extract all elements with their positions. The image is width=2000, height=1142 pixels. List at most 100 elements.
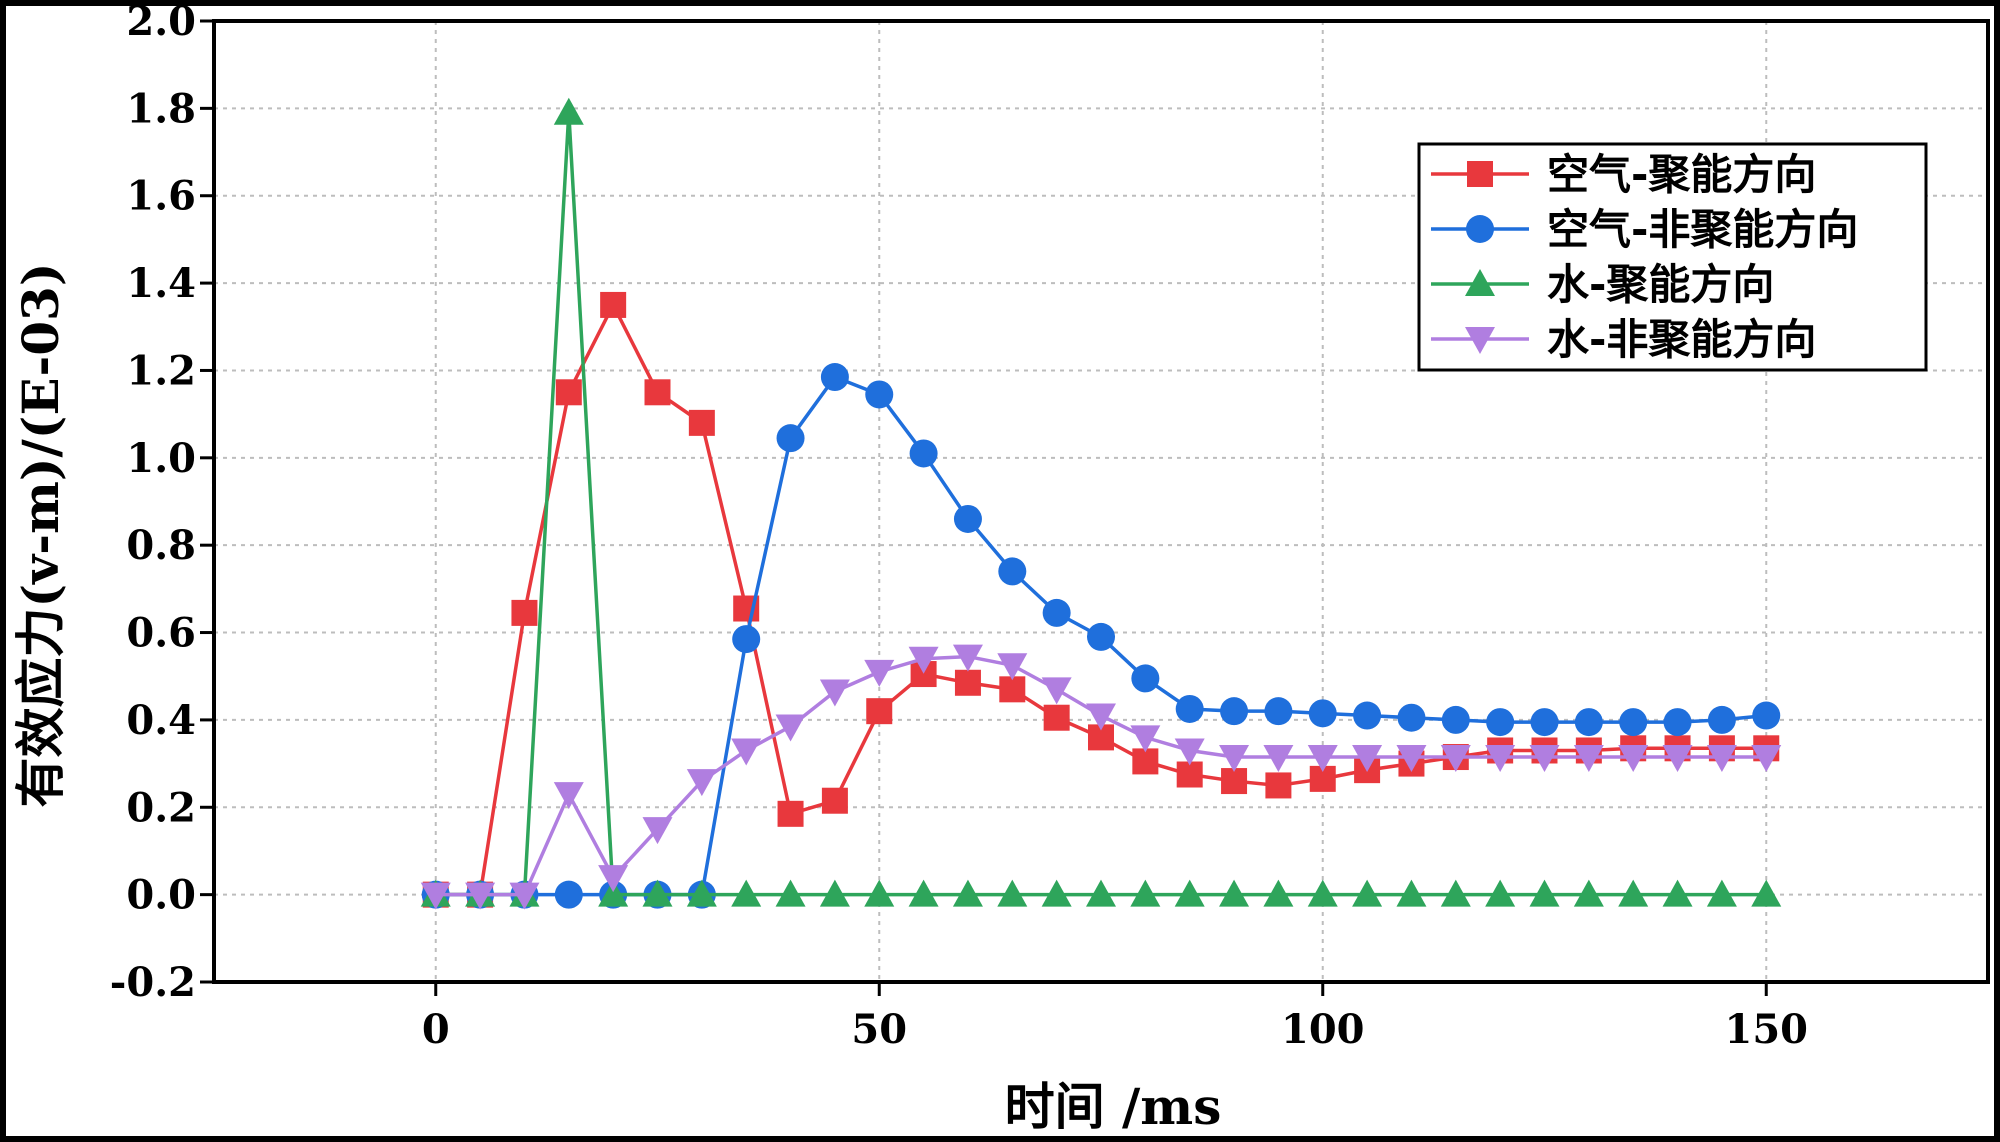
- data-point: [688, 409, 715, 436]
- y-axis-title: 有效应力(v-m)/(E-03): [11, 263, 70, 808]
- data-point: [1573, 745, 1604, 773]
- data-point: [731, 879, 762, 907]
- data-point: [1396, 879, 1427, 907]
- x-tick-label: 50: [851, 1006, 907, 1053]
- data-point: [1041, 879, 1072, 907]
- data-point: [1618, 745, 1649, 773]
- series-line: [435, 654, 1767, 897]
- legend-label: 空气-聚能方向: [1547, 150, 1816, 199]
- data-point: [1707, 705, 1736, 734]
- data-point: [954, 669, 981, 696]
- y-tick-label: 1.0: [126, 435, 196, 482]
- data-point: [420, 882, 451, 910]
- series-2: [421, 363, 1781, 909]
- y-tick-label: 1.6: [126, 173, 196, 220]
- legend-label: 水-聚能方向: [1547, 260, 1774, 309]
- data-point: [686, 879, 717, 907]
- data-point: [1440, 745, 1471, 773]
- data-point: [553, 782, 584, 810]
- data-point: [1396, 745, 1427, 773]
- data-point: [1663, 708, 1692, 737]
- data-point: [908, 879, 939, 907]
- data-point: [1263, 879, 1294, 907]
- y-tick-label: 0.8: [126, 522, 196, 569]
- data-point: [1130, 725, 1161, 753]
- data-point: [465, 882, 496, 910]
- series-1: [422, 291, 1780, 908]
- data-point: [819, 879, 850, 907]
- data-point: [554, 880, 583, 909]
- y-tick-label: 0.6: [126, 610, 196, 657]
- data-point: [1751, 745, 1782, 773]
- data-point: [777, 800, 804, 827]
- data-point: [1662, 879, 1693, 907]
- data-point: [1307, 745, 1338, 773]
- legend-marker: [1466, 215, 1494, 243]
- data-point: [1219, 745, 1250, 773]
- y-tick-label: 1.4: [126, 260, 196, 307]
- data-point: [1086, 703, 1116, 731]
- data-point: [1752, 701, 1781, 730]
- axes: 0 50 100 150 -0.2 0.0 0.2 0.4 0.6 0.8 1.0 1.2 1.4 1.6…: [110, 0, 1990, 1053]
- data-point: [1530, 708, 1559, 737]
- data-point: [731, 738, 762, 766]
- data-point: [644, 379, 671, 406]
- data-point: [1176, 761, 1203, 788]
- series-group: [420, 97, 1782, 910]
- data-point: [1175, 694, 1204, 723]
- series-line: [435, 303, 1767, 897]
- data-point: [1485, 879, 1516, 907]
- data-point: [555, 379, 582, 406]
- line-chart: 0 50 100 150 -0.2 0.0 0.2 0.4 0.6 0.8 1.0 1.2 1.4 1.6…: [11, 0, 1990, 1136]
- data-point: [909, 439, 938, 468]
- data-point: [819, 679, 850, 707]
- data-point: [1485, 745, 1516, 773]
- data-point: [997, 879, 1028, 907]
- x-tick-label: 0: [422, 1006, 450, 1053]
- data-point: [865, 380, 894, 409]
- data-point: [1264, 697, 1293, 726]
- data-point: [1706, 879, 1737, 907]
- data-point: [864, 659, 895, 687]
- data-point: [1132, 748, 1159, 775]
- data-point: [1307, 879, 1338, 907]
- plot-border: [212, 19, 1990, 984]
- data-point: [1441, 705, 1470, 734]
- data-point: [642, 879, 673, 907]
- data-point: [1087, 622, 1115, 651]
- data-point: [864, 879, 895, 907]
- data-point: [776, 424, 805, 453]
- data-point: [642, 817, 673, 845]
- data-point: [1706, 745, 1737, 773]
- data-point: [598, 879, 629, 907]
- y-tick-label: 2.0: [126, 6, 196, 45]
- data-point: [1265, 772, 1292, 799]
- data-point: [1619, 708, 1648, 737]
- data-point: [553, 97, 584, 125]
- data-point: [1221, 768, 1248, 795]
- data-point: [1529, 879, 1560, 907]
- data-point: [997, 653, 1028, 681]
- data-point: [953, 504, 982, 533]
- legend-marker: [1465, 269, 1495, 296]
- data-point: [1440, 879, 1471, 907]
- data-point: [1219, 879, 1250, 907]
- series-4: [420, 644, 1782, 910]
- data-point: [1174, 879, 1205, 907]
- data-point: [1043, 704, 1070, 731]
- data-point: [511, 599, 538, 626]
- data-point: [1529, 745, 1560, 773]
- data-point: [1042, 598, 1071, 627]
- data-point: [1041, 677, 1072, 705]
- data-point: [1263, 745, 1294, 773]
- data-point: [775, 714, 806, 742]
- data-point: [820, 363, 849, 392]
- data-point: [952, 644, 983, 672]
- data-point: [1352, 879, 1383, 907]
- x-axis-title: 时间 /ms: [1005, 1077, 1222, 1136]
- data-point: [732, 625, 761, 654]
- data-point: [1486, 708, 1515, 737]
- legend-label: 水-非聚能方向: [1547, 315, 1816, 364]
